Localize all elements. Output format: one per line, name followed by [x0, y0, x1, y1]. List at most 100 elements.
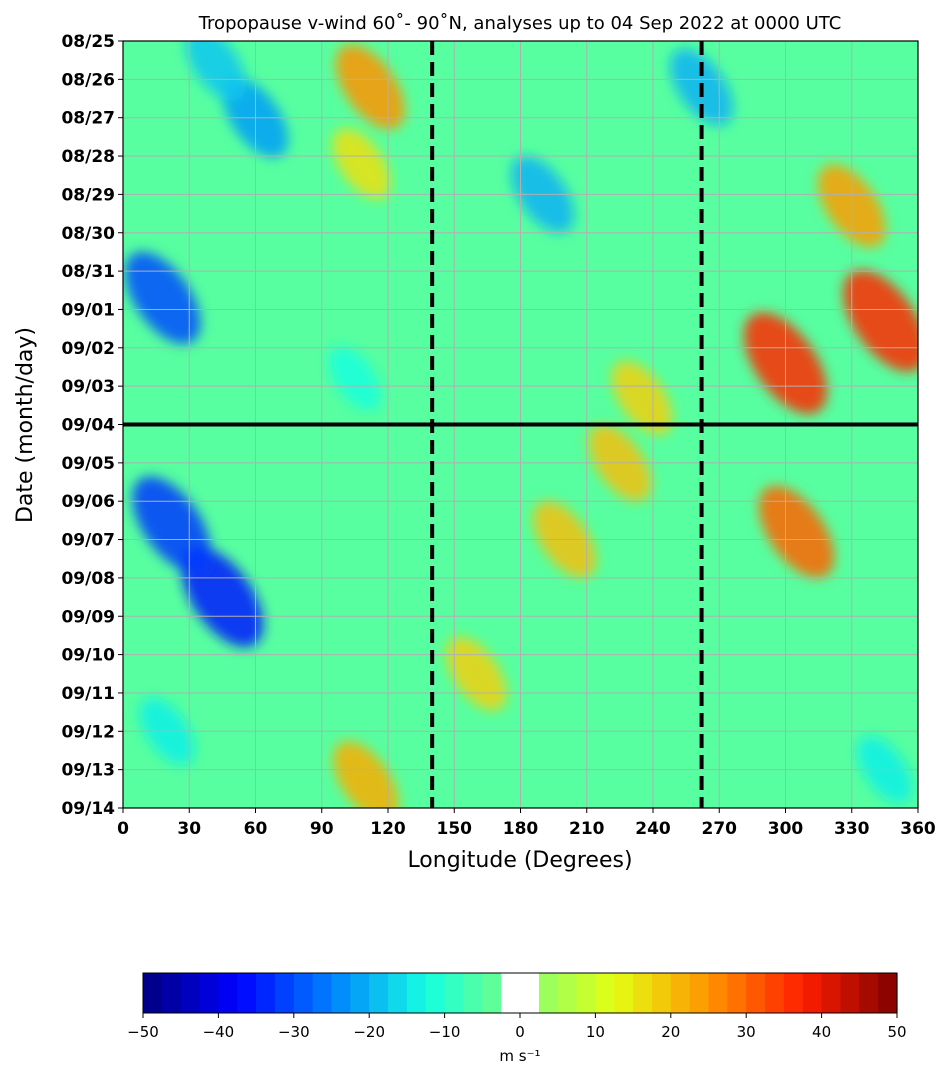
colorbar-label: m s⁻¹	[499, 1047, 540, 1065]
reference-lines	[430, 41, 704, 808]
x-axis: 0 30 60 90 120 150 180 210 240 270 300 330 360	[117, 808, 936, 839]
y-tick-label: 09/08	[61, 569, 115, 589]
x-tick-label: 120	[370, 819, 406, 839]
wind-feature	[843, 270, 918, 372]
wind-feature	[758, 485, 835, 579]
colorbar-cell	[425, 973, 446, 1013]
y-tick-label: 08/27	[61, 109, 115, 129]
colorbar-cell	[237, 973, 257, 1013]
x-tick-label: 240	[635, 819, 671, 839]
x-axis-label: Longitude (Degrees)	[407, 848, 632, 873]
y-tick-label: 09/14	[61, 799, 115, 819]
colorbar-cell	[538, 973, 559, 1013]
colorbar-cell	[633, 973, 653, 1013]
colorbar-tick-label: −40	[203, 1023, 235, 1041]
x-tick-label: 300	[768, 819, 804, 839]
colorbar-tick-label: −10	[429, 1023, 461, 1041]
colorbar-cell	[746, 973, 766, 1013]
wind-feature	[446, 636, 507, 711]
colorbar-cell	[670, 973, 691, 1013]
colorbar-cell	[161, 973, 182, 1013]
colorbar-cell	[274, 973, 295, 1013]
x-tick-label: 60	[244, 819, 268, 839]
colorbar-cell	[463, 973, 483, 1013]
colorbar-tick-label: −30	[278, 1023, 310, 1041]
y-tick-label: 08/25	[61, 32, 115, 52]
colorbar-tick-label: 0	[515, 1023, 525, 1041]
y-tick-label: 09/13	[61, 761, 115, 781]
colorbar-cell	[369, 973, 389, 1013]
colorbar-cell	[388, 973, 408, 1013]
y-tick-label: 08/31	[61, 262, 115, 282]
colorbar-tick-label: −20	[353, 1023, 385, 1041]
y-tick-label: 09/12	[61, 722, 115, 742]
y-tick-label: 08/29	[61, 185, 115, 205]
colorbar-cell	[840, 973, 860, 1013]
y-tick-label: 09/07	[61, 531, 115, 551]
y-axis-label: Date (month/day)	[13, 327, 38, 523]
plot-area	[122, 40, 919, 809]
y-tick-label: 09/01	[61, 300, 115, 320]
y-tick-label: 09/05	[61, 454, 115, 474]
colorbar-tick-label: 10	[586, 1023, 605, 1041]
wind-feature	[611, 360, 673, 435]
wind-feature	[181, 546, 264, 648]
colorbar-cell	[180, 973, 201, 1013]
colorbar-tick-label: 50	[887, 1023, 906, 1041]
wind-feature	[332, 128, 391, 199]
colorbar-cell	[312, 973, 333, 1013]
colorbar-cell	[331, 973, 351, 1013]
colorbar-tick-label: 40	[812, 1023, 831, 1041]
x-tick-label: 270	[702, 819, 738, 839]
colorbar-cell	[595, 973, 615, 1013]
colorbar-cell	[576, 973, 596, 1013]
y-tick-label: 09/04	[61, 416, 115, 436]
y-tick-label: 09/06	[61, 492, 115, 512]
colorbar-cell	[859, 973, 879, 1013]
wind-feature	[132, 476, 211, 572]
y-tick-label: 09/11	[61, 684, 115, 704]
colorbar-tick-label: 30	[737, 1023, 756, 1041]
y-tick-label: 09/02	[61, 339, 115, 359]
colorbar-cell	[218, 973, 238, 1013]
y-tick-label: 09/09	[61, 607, 115, 627]
y-tick-label: 08/28	[61, 147, 115, 167]
colorbar-cell	[878, 973, 898, 1013]
colorbar-tick-label: 20	[661, 1023, 680, 1041]
colorbar-cell	[350, 973, 370, 1013]
x-tick-label: 30	[177, 819, 201, 839]
colorbar-zero-band	[501, 973, 539, 1013]
colorbar-cell	[444, 973, 465, 1013]
wind-feature	[333, 741, 399, 808]
x-tick-label: 330	[834, 819, 870, 839]
colorbar: −50 −40 −30 −20 −10 0 10 20 30 40 50 m s⁻¹	[127, 972, 907, 1065]
y-tick-label: 09/03	[61, 377, 115, 397]
colorbar-ticks: −50 −40 −30 −20 −10 0 10 20 30 40 50	[127, 1013, 907, 1041]
colorbar-cell	[293, 973, 314, 1013]
colorbar-cell	[651, 973, 672, 1013]
colorbar-cell	[802, 973, 823, 1013]
y-tick-label: 09/10	[61, 646, 115, 666]
x-tick-label: 180	[503, 819, 539, 839]
wind-feature	[124, 251, 201, 345]
colorbar-cell	[821, 973, 842, 1013]
colorbar-cell	[256, 973, 276, 1013]
x-tick-label: 150	[437, 819, 473, 839]
y-axis: 08/25 08/26 08/27 08/28 08/29 08/30 08/31 09/01…	[61, 32, 123, 819]
colorbar-tick-label: −50	[127, 1023, 159, 1041]
colorbar-cells	[143, 973, 898, 1013]
colorbar-cell	[783, 973, 804, 1013]
colorbar-cell	[765, 973, 785, 1013]
x-tick-label: 0	[117, 819, 129, 839]
wind-feature	[185, 41, 246, 101]
colorbar-cell	[708, 973, 728, 1013]
x-tick-label: 90	[310, 819, 334, 839]
colorbar-cell	[406, 973, 427, 1013]
colorbar-cell	[727, 973, 747, 1013]
y-tick-label: 08/26	[61, 70, 115, 90]
colorbar-cell	[614, 973, 634, 1013]
colorbar-cell	[143, 973, 163, 1013]
colorbar-cell	[557, 973, 578, 1013]
x-tick-label: 360	[900, 819, 936, 839]
